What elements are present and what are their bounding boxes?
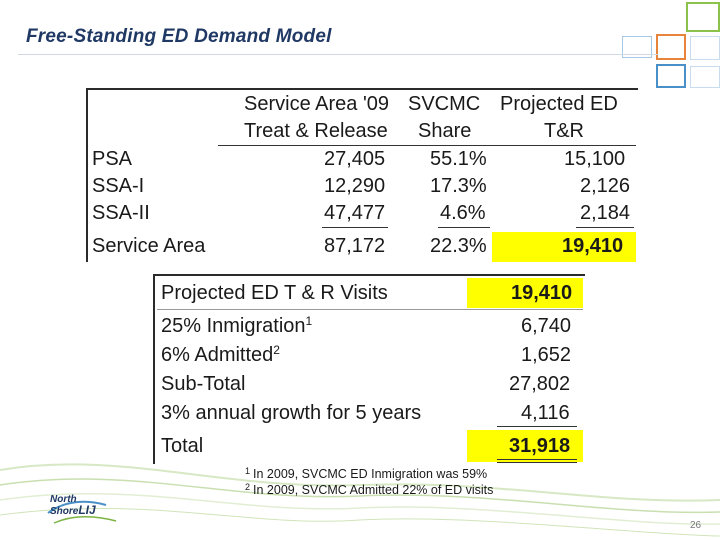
row-share: 55.1%	[430, 148, 487, 170]
projection-table: Projected ED T & R Visits 19,410 25% Inm…	[153, 274, 585, 464]
logo-text: North	[50, 494, 77, 505]
row-value: 1,652	[521, 344, 572, 366]
row-value: 4,116	[521, 402, 570, 424]
decorative-square	[686, 2, 720, 32]
row-value-total: 31,918	[509, 435, 571, 457]
wave-decoration	[0, 463, 720, 537]
row-label: Projected ED T & R Visits	[161, 282, 388, 304]
highlight-cell	[467, 430, 583, 462]
subtotal-rule	[497, 426, 577, 427]
row-label: PSA	[92, 148, 133, 170]
row-projected-total: 19,410	[562, 235, 624, 257]
subtotal-rule	[438, 227, 490, 228]
double-underline	[497, 462, 577, 463]
row-projected: 2,184	[580, 202, 631, 224]
row-label-total: Service Area	[92, 235, 206, 257]
row-label: 6% Admitted2	[161, 343, 280, 366]
row-treat-release: 12,290	[324, 175, 386, 197]
header-rule	[218, 145, 636, 146]
highlight-cell	[467, 278, 583, 308]
subtotal-rule	[322, 227, 388, 228]
decorative-square	[656, 34, 686, 60]
header-service-area: Service Area '09	[244, 93, 390, 115]
logo-swoosh-icon	[47, 500, 117, 524]
logo-text: Shore	[50, 506, 79, 517]
row-value: 6,740	[521, 315, 572, 337]
row-label: SSA-I	[92, 175, 145, 197]
service-area-table: Service Area '09 SVCMC Projected ED Trea…	[86, 88, 638, 262]
row-value: 27,802	[509, 373, 571, 395]
page-number: 26	[690, 520, 702, 531]
row-treat-release: 27,405	[324, 148, 386, 170]
footnote: 1 In 2009, SVCMC ED Inmigration was 59%	[245, 466, 488, 481]
north-shore-lij-logo: North ShoreLIJ	[46, 493, 126, 529]
footnote: 2 In 2009, SVCMC Admitted 22% of ED visit…	[245, 482, 494, 497]
row-projected: 2,126	[580, 175, 631, 197]
footnotes: 1 In 2009, SVCMC ED Inmigration was 59% 2…	[245, 466, 493, 498]
slide-title: Free-Standing ED Demand Model	[26, 26, 332, 47]
double-underline	[497, 459, 577, 460]
row-label: 25% Inmigration1	[161, 314, 313, 337]
header-svcmc: SVCMC	[408, 93, 481, 115]
row-treat-release: 47,477	[324, 202, 386, 224]
decorative-square	[690, 66, 720, 88]
logo-text: LIJ	[78, 503, 96, 517]
row-label: SSA-II	[92, 202, 150, 224]
decorative-square	[690, 36, 720, 60]
decorative-square	[656, 64, 686, 88]
row-label: 3% annual growth for 5 years	[161, 402, 422, 424]
decorative-square	[622, 36, 652, 58]
row-label: Sub-Total	[161, 373, 246, 395]
row-share: 4.6%	[440, 202, 486, 224]
row-value: 19,410	[511, 282, 573, 304]
row-share-total: 22.3%	[430, 235, 487, 257]
row-projected: 15,100	[564, 148, 626, 170]
highlight-cell	[492, 232, 636, 262]
row-share: 17.3%	[430, 175, 487, 197]
title-divider	[18, 54, 658, 55]
header-tr: T&R	[544, 120, 584, 142]
header-treat-release: Treat & Release	[244, 120, 388, 142]
row-treat-release-total: 87,172	[324, 235, 386, 257]
header-projected: Projected ED	[500, 93, 618, 115]
header-share: Share	[418, 120, 472, 142]
subtotal-rule	[576, 227, 634, 228]
row-rule	[157, 309, 583, 310]
row-label-total: Total	[161, 435, 204, 457]
